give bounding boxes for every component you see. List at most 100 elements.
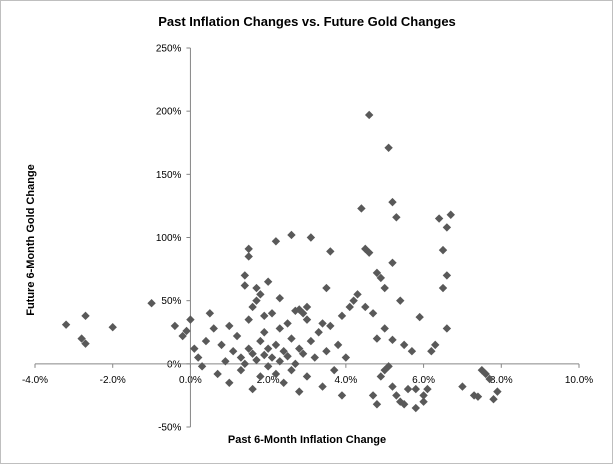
data-point <box>209 324 218 333</box>
data-point <box>225 321 234 331</box>
data-point <box>271 369 281 379</box>
data-point <box>287 365 296 375</box>
data-point <box>295 387 304 396</box>
data-point <box>399 400 409 409</box>
data-point <box>194 353 203 362</box>
data-point <box>388 382 397 391</box>
data-point <box>81 339 90 348</box>
data-point <box>396 296 405 305</box>
data-point <box>232 331 242 341</box>
data-point <box>240 281 250 290</box>
data-point <box>380 283 389 293</box>
data-point <box>458 382 467 391</box>
data-point <box>252 355 261 365</box>
data-point <box>392 213 401 222</box>
data-point <box>205 309 215 318</box>
data-point <box>221 357 230 366</box>
data-point <box>341 353 351 362</box>
data-point <box>263 277 273 286</box>
data-point <box>411 403 420 413</box>
data-point <box>372 268 382 278</box>
data-point <box>248 302 257 312</box>
data-point <box>380 365 389 375</box>
data-point <box>333 340 343 350</box>
x-tick-label: 10.0% <box>565 375 593 386</box>
x-axis-label: Past 6-Month Inflation Change <box>228 434 386 446</box>
data-point <box>252 296 261 305</box>
data-point <box>419 391 428 400</box>
data-point <box>190 344 199 353</box>
data-point <box>388 197 397 207</box>
data-point <box>260 328 269 337</box>
data-point <box>236 353 246 362</box>
data-point <box>271 237 281 246</box>
data-point <box>178 331 187 341</box>
data-point <box>481 369 490 379</box>
data-point <box>407 347 417 356</box>
data-point <box>275 357 284 366</box>
data-point <box>302 302 312 312</box>
data-point <box>287 230 296 240</box>
data-point <box>314 328 323 337</box>
data-point <box>364 248 374 257</box>
data-point <box>326 247 335 256</box>
x-tick-label: 4.0% <box>334 375 357 386</box>
x-tick-label: -4.0% <box>22 375 48 386</box>
data-point <box>298 309 308 318</box>
data-point <box>240 359 250 369</box>
x-tick-label: 2.0% <box>257 375 280 386</box>
data-point <box>399 340 409 350</box>
axes <box>34 47 580 428</box>
data-point <box>244 244 253 254</box>
y-axis-tick-labels: -50% 0% 50% 100% 150% 200% 250% <box>156 44 182 434</box>
y-tick-label: 150% <box>156 170 182 181</box>
data-point <box>302 372 312 381</box>
data-point <box>263 362 273 371</box>
x-tick-label: -2.0% <box>100 375 126 386</box>
data-point <box>361 302 370 312</box>
data-point <box>244 315 253 324</box>
data-point <box>260 350 269 360</box>
data-point <box>337 311 347 321</box>
data-point <box>256 372 265 381</box>
data-point <box>236 365 246 375</box>
data-point <box>376 372 386 381</box>
data-point <box>442 223 452 232</box>
data-point <box>368 391 378 400</box>
data-point <box>380 324 389 333</box>
data-point <box>372 400 382 409</box>
data-point <box>423 384 432 394</box>
y-tick-label: 50% <box>161 296 181 307</box>
data-point <box>442 271 452 280</box>
y-tick-label: 100% <box>156 233 182 244</box>
x-tick-label: 8.0% <box>490 375 513 386</box>
data-point <box>275 293 284 303</box>
data-point <box>392 391 401 400</box>
data-point <box>384 143 393 153</box>
y-tick-label: 250% <box>156 44 182 55</box>
data-point <box>298 349 308 358</box>
data-point <box>318 319 327 328</box>
y-tick-label: 0% <box>167 359 182 370</box>
data-point <box>263 344 273 353</box>
data-point <box>403 384 413 394</box>
data-point <box>108 322 117 332</box>
data-point <box>170 321 180 331</box>
data-point <box>267 309 277 318</box>
data-point <box>434 214 444 223</box>
data-point <box>302 315 312 324</box>
data-point <box>330 365 339 375</box>
data-point <box>306 233 316 242</box>
data-point <box>77 334 86 343</box>
data-point <box>372 334 382 343</box>
data-point <box>256 290 265 299</box>
data-point <box>283 319 292 328</box>
data-point <box>201 336 211 346</box>
data-point <box>388 335 397 345</box>
data-point <box>485 374 494 384</box>
data-point <box>240 271 250 280</box>
data-point <box>256 336 265 346</box>
data-point <box>364 110 374 120</box>
data-point <box>295 344 304 353</box>
